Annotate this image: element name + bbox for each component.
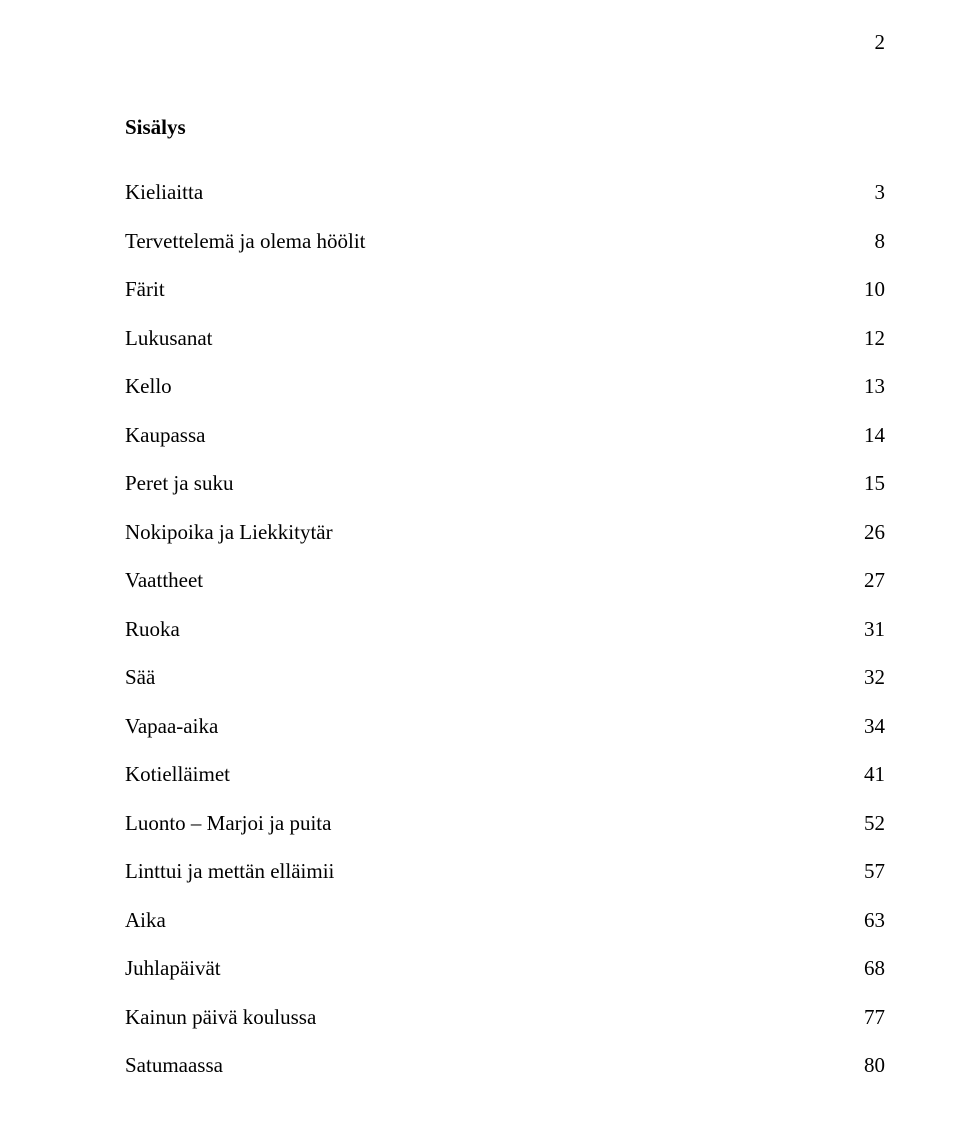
toc-label: Färit bbox=[125, 279, 165, 300]
toc-row: Kieliaitta 3 bbox=[125, 182, 885, 203]
toc-row: Kello 13 bbox=[125, 376, 885, 397]
toc-label: Kieliaitta bbox=[125, 182, 203, 203]
toc-label: Vaattheet bbox=[125, 570, 203, 591]
toc-page: 41 bbox=[864, 764, 885, 785]
toc-row: Aika 63 bbox=[125, 910, 885, 931]
toc-label: Kaupassa bbox=[125, 425, 205, 446]
toc-row: Ruoka 31 bbox=[125, 619, 885, 640]
toc-page: 8 bbox=[875, 231, 886, 252]
toc-page: 32 bbox=[864, 667, 885, 688]
toc-row: Vapaa-aika 34 bbox=[125, 716, 885, 737]
toc-page: 10 bbox=[864, 279, 885, 300]
toc-row: Nokipoika ja Liekkitytär 26 bbox=[125, 522, 885, 543]
table-of-contents: Sisälys Kieliaitta 3 Tervettelemä ja ole… bbox=[125, 115, 885, 1104]
toc-row: Tervettelemä ja olema höölit 8 bbox=[125, 231, 885, 252]
toc-row: Juhlapäivät 68 bbox=[125, 958, 885, 979]
toc-row: Kaupassa 14 bbox=[125, 425, 885, 446]
toc-page: 12 bbox=[864, 328, 885, 349]
toc-page: 80 bbox=[864, 1055, 885, 1076]
toc-label: Vapaa-aika bbox=[125, 716, 218, 737]
toc-page: 63 bbox=[864, 910, 885, 931]
toc-row: Vaattheet 27 bbox=[125, 570, 885, 591]
toc-label: Sää bbox=[125, 667, 155, 688]
toc-page: 57 bbox=[864, 861, 885, 882]
toc-page: 31 bbox=[864, 619, 885, 640]
toc-label: Juhlapäivät bbox=[125, 958, 221, 979]
toc-page: 26 bbox=[864, 522, 885, 543]
toc-row: Sää 32 bbox=[125, 667, 885, 688]
toc-page: 52 bbox=[864, 813, 885, 834]
toc-label: Nokipoika ja Liekkitytär bbox=[125, 522, 333, 543]
toc-page: 13 bbox=[864, 376, 885, 397]
toc-label: Luonto – Marjoi ja puita bbox=[125, 813, 331, 834]
toc-label: Satumaassa bbox=[125, 1055, 223, 1076]
toc-row: Peret ja suku 15 bbox=[125, 473, 885, 494]
toc-label: Kotielläimet bbox=[125, 764, 230, 785]
toc-page: 77 bbox=[864, 1007, 885, 1028]
toc-page: 15 bbox=[864, 473, 885, 494]
toc-row: Färit 10 bbox=[125, 279, 885, 300]
toc-label: Tervettelemä ja olema höölit bbox=[125, 231, 366, 252]
toc-row: Lukusanat 12 bbox=[125, 328, 885, 349]
toc-label: Lukusanat bbox=[125, 328, 212, 349]
toc-label: Peret ja suku bbox=[125, 473, 233, 494]
toc-label: Linttui ja mettän elläimii bbox=[125, 861, 334, 882]
toc-page: 27 bbox=[864, 570, 885, 591]
page-number: 2 bbox=[875, 30, 886, 55]
toc-row: Luonto – Marjoi ja puita 52 bbox=[125, 813, 885, 834]
toc-row: Kainun päivä koulussa 77 bbox=[125, 1007, 885, 1028]
toc-label: Kello bbox=[125, 376, 172, 397]
toc-page: 14 bbox=[864, 425, 885, 446]
toc-label: Kainun päivä koulussa bbox=[125, 1007, 316, 1028]
toc-row: Satumaassa 80 bbox=[125, 1055, 885, 1076]
toc-title: Sisälys bbox=[125, 115, 885, 140]
toc-page: 68 bbox=[864, 958, 885, 979]
toc-row: Linttui ja mettän elläimii 57 bbox=[125, 861, 885, 882]
toc-page: 3 bbox=[875, 182, 886, 203]
toc-label: Ruoka bbox=[125, 619, 180, 640]
toc-label: Aika bbox=[125, 910, 166, 931]
toc-page: 34 bbox=[864, 716, 885, 737]
toc-row: Kotielläimet 41 bbox=[125, 764, 885, 785]
